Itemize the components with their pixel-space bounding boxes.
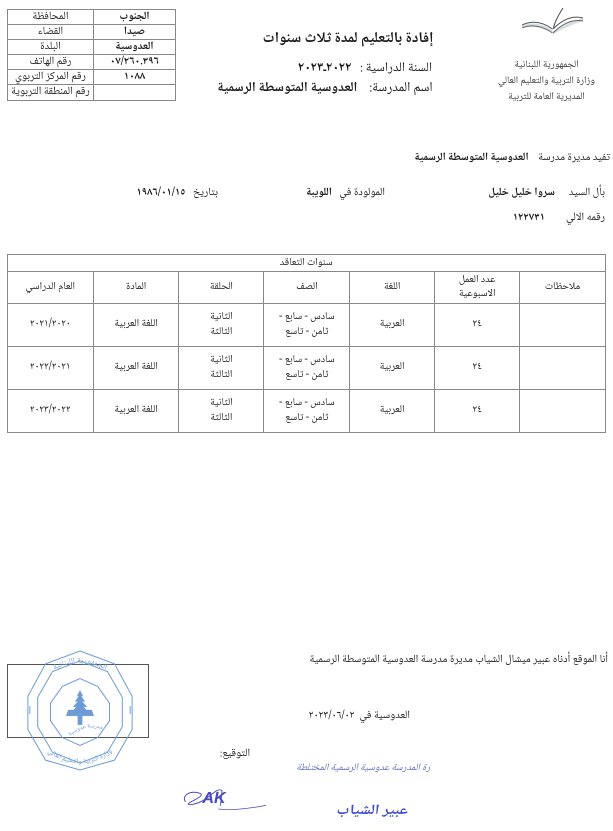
svg-text:الجمهورية اللبنانية: الجمهورية اللبنانية [51, 655, 110, 675]
svg-text:وزارة التربية والتعليم العالي: وزارة التربية والتعليم العالي [45, 745, 115, 768]
svg-text:AK: AK [201, 789, 227, 807]
